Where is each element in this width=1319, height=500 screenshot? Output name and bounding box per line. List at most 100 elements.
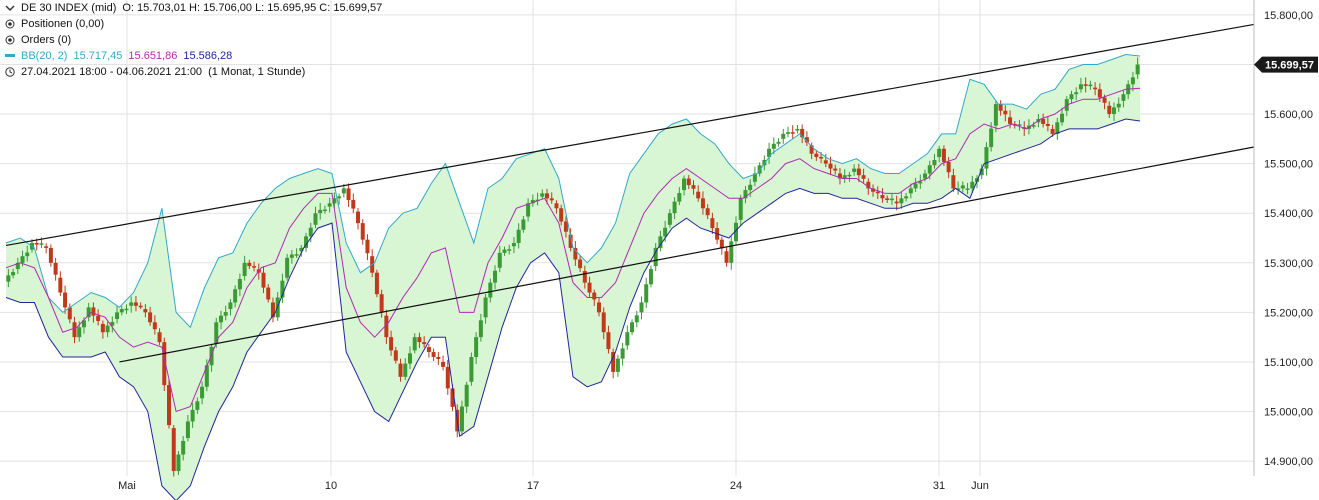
candle-body: [913, 183, 918, 189]
candle-body: [1083, 84, 1088, 86]
candle-body: [1031, 125, 1036, 127]
candle-body: [426, 347, 431, 353]
candle-body: [337, 196, 342, 199]
candle-body: [124, 308, 129, 311]
candle-body: [970, 181, 975, 189]
candle-body: [1003, 110, 1008, 115]
candle-body: [526, 203, 531, 217]
candle-body: [809, 145, 814, 154]
candle-body: [748, 184, 753, 191]
candle-body: [185, 421, 190, 438]
bollinger-label: BB(20, 2): [21, 50, 68, 62]
candle-body: [960, 185, 965, 189]
candle-body: [927, 165, 932, 174]
x-tick-label: 31: [933, 480, 945, 492]
candle-body: [932, 159, 937, 166]
chevron-down-icon[interactable]: [5, 3, 15, 13]
candle-body: [356, 211, 361, 224]
candle-body: [951, 175, 956, 189]
candle-body: [223, 312, 228, 316]
candle-body: [39, 243, 44, 245]
eye-icon[interactable]: [5, 35, 15, 45]
candle-body: [157, 332, 162, 343]
positions-row[interactable]: Positionen (0,00): [5, 16, 388, 32]
candle-body: [941, 148, 946, 162]
candle-body: [899, 198, 904, 204]
candle-body: [606, 332, 611, 350]
trend-line[interactable]: [5, 23, 1255, 247]
candle-body: [431, 352, 436, 357]
candle-body: [1069, 94, 1074, 100]
candle-body: [1102, 97, 1107, 103]
candle-body: [507, 249, 512, 251]
candle-body: [1045, 123, 1050, 126]
candle-body: [20, 256, 25, 263]
candle-body: [270, 302, 275, 318]
candle-body: [299, 247, 304, 252]
candle-body: [937, 148, 942, 158]
candle-body: [374, 272, 379, 295]
clock-icon[interactable]: [5, 67, 15, 77]
candle-body: [837, 173, 842, 179]
candle-body: [871, 188, 876, 192]
candle-body: [152, 322, 157, 330]
y-tick-label: 15.500,00: [1264, 159, 1313, 171]
y-tick-label: 15.100,00: [1264, 357, 1313, 369]
candle-body: [110, 321, 115, 326]
candle-body: [360, 223, 365, 240]
candle-body: [441, 361, 446, 367]
candle-body: [889, 198, 894, 201]
candle-body: [67, 307, 72, 320]
candle-body: [563, 221, 568, 232]
y-tick-label: 15.800,00: [1264, 10, 1313, 22]
candle-body: [521, 219, 526, 230]
candle-body: [596, 302, 601, 313]
candle-body: [861, 175, 866, 179]
candle-body: [639, 302, 644, 313]
range-row[interactable]: 27.04.2021 18:00 - 04.06.2021 21:00 (1 M…: [5, 64, 388, 80]
bollinger-upper-value: 15.717,45: [73, 50, 123, 62]
trend-lines[interactable]: [5, 23, 1255, 363]
candle-body: [162, 342, 167, 386]
candle-body: [908, 188, 913, 194]
candle-body: [176, 454, 181, 472]
candle-body: [200, 386, 205, 399]
candle-body: [58, 277, 63, 293]
last-price-label: 15.699,57: [1265, 60, 1314, 72]
candle-body: [710, 218, 715, 229]
candle-body: [734, 222, 739, 242]
candle-body: [1093, 87, 1098, 90]
x-tick-label: Jun: [971, 480, 989, 492]
candle-body: [530, 199, 535, 204]
candle-body: [86, 307, 91, 318]
candle-body: [304, 236, 309, 248]
candle-body: [833, 168, 838, 171]
candle-body: [44, 246, 49, 248]
instrument-row[interactable]: DE 30 INDEX (mid) O: 15.703,01 H: 15.706…: [5, 0, 388, 16]
orders-row[interactable]: Orders (0): [5, 32, 388, 48]
candle-body: [918, 181, 923, 184]
candle-body: [677, 193, 682, 202]
candle-body: [474, 337, 479, 357]
eye-icon[interactable]: [5, 19, 15, 29]
candle-body: [148, 312, 153, 323]
candle-body: [218, 315, 223, 323]
candle-body: [634, 315, 639, 323]
bollinger-row[interactable]: BB(20, 2) 15.717,45 15.651,86 15.586,28: [5, 48, 388, 64]
candle-body: [856, 168, 861, 176]
last-price-tag: 15.699,57: [1254, 56, 1318, 73]
candle-body: [885, 198, 890, 200]
candle-body: [294, 254, 299, 256]
candle-body: [53, 262, 58, 275]
candle-body: [318, 209, 323, 214]
last-price-tag-shape: [1254, 56, 1318, 73]
candle-body: [1064, 99, 1069, 111]
candle-body: [403, 363, 408, 377]
trend-line[interactable]: [119, 146, 1255, 363]
candle-body: [904, 196, 909, 199]
candle-body: [781, 133, 786, 139]
candle-body: [327, 203, 332, 207]
candle-body: [502, 249, 507, 253]
date-range: 27.04.2021 18:00 - 04.06.2021 21:00: [21, 66, 203, 78]
